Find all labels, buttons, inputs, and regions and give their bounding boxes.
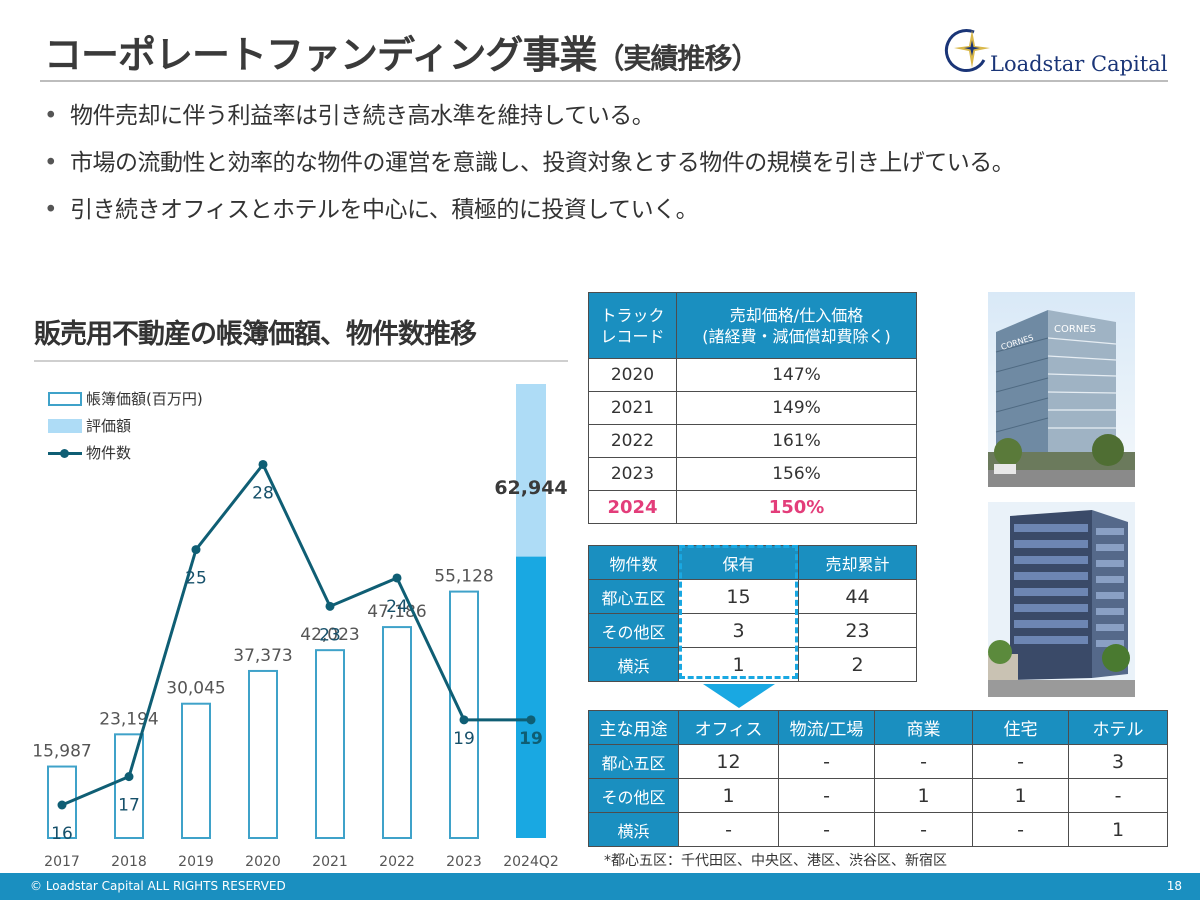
bullet-marker: • bbox=[44, 150, 58, 176]
table-row: 2022 161% bbox=[588, 424, 917, 458]
x-tick-label: 2024Q2 bbox=[503, 854, 559, 870]
track-record-table: トラック レコード 売却価格/仕入価格 (諸経費・減価償却費除く) 2020 147%… bbox=[588, 292, 917, 524]
line-point bbox=[526, 715, 536, 725]
line-value-label: 24 bbox=[386, 597, 408, 617]
uses-header: ホテル bbox=[1068, 710, 1168, 745]
bar-value-label: 37,373 bbox=[233, 646, 292, 666]
held-column-highlight bbox=[679, 545, 798, 679]
uses-header: 物流/工場 bbox=[778, 710, 875, 745]
x-tick-label: 2018 bbox=[111, 854, 147, 870]
uses-header: 主な用途 bbox=[588, 710, 679, 745]
x-tick-label: 2021 bbox=[312, 854, 348, 870]
legend-swatch-line bbox=[48, 449, 82, 458]
line-value-label: 19 bbox=[453, 729, 475, 749]
x-tick-label: 2019 bbox=[178, 854, 214, 870]
footer-bar: © Loadstar Capital ALL RIGHTS RESERVED 1… bbox=[0, 873, 1200, 900]
x-tick-label: 2020 bbox=[245, 854, 281, 870]
property-count-table: 物件数 保有 売却累計 都心五区 15 44 その他区 3 23 横浜 1 2 bbox=[588, 545, 917, 682]
chart-title: 販売用不動産の帳簿価額、物件数推移 bbox=[34, 319, 477, 350]
line-value-label: 19 bbox=[519, 729, 543, 749]
legend-swatch-fill bbox=[48, 419, 82, 433]
bar bbox=[516, 556, 546, 838]
building-sign: CORNES bbox=[1054, 324, 1096, 335]
bar-value-label: 30,045 bbox=[166, 679, 225, 699]
bar-value-label: 42,023 bbox=[300, 625, 359, 645]
uses-header: 商業 bbox=[874, 710, 973, 745]
line-point bbox=[325, 601, 335, 611]
line-point bbox=[57, 800, 67, 810]
book-value-chart: 15,987 2017 23,194 2018 30,045 2019 37,373 2020… bbox=[32, 384, 568, 870]
x-tick-label: 2023 bbox=[446, 854, 482, 870]
line-value-label: 17 bbox=[118, 796, 140, 816]
line-value-label: 28 bbox=[252, 483, 274, 503]
table-row: 横浜 - - - -1 bbox=[588, 812, 1168, 847]
company-logo: Loadstar Capital bbox=[944, 26, 1174, 76]
legend-swatch-outline bbox=[48, 392, 82, 406]
copyright-text: © Loadstar Capital ALL RIGHTS RESERVED bbox=[30, 879, 286, 893]
title-divider bbox=[40, 80, 1168, 82]
uses-header: オフィス bbox=[678, 710, 779, 745]
bar bbox=[181, 702, 211, 839]
bullet-marker: • bbox=[44, 103, 58, 129]
uses-header: 住宅 bbox=[972, 710, 1069, 745]
counts-header: 保有 bbox=[678, 545, 799, 580]
bullet-item: • 引き続きオフィスとホテルを中心に、積極的に投資していく。 bbox=[44, 192, 1014, 239]
track-header-ratio: 売却価格/仕入価格 (諸経費・減価償却費除く) bbox=[676, 292, 917, 359]
arrow-down-icon bbox=[703, 684, 775, 708]
table-row: 都心五区 15 44 bbox=[588, 579, 917, 614]
building-photo-hotel bbox=[988, 502, 1135, 697]
counts-header: 物件数 bbox=[588, 545, 679, 580]
table-row-highlight: 2024 150% bbox=[588, 490, 917, 524]
bar bbox=[382, 626, 412, 839]
line-point bbox=[392, 573, 402, 583]
line-value-label: 25 bbox=[185, 569, 207, 589]
bar-value-label: 62,944 bbox=[494, 477, 567, 499]
bar bbox=[315, 649, 345, 839]
table-row: その他区 1-1 1- bbox=[588, 778, 1168, 813]
x-tick-label: 2017 bbox=[44, 854, 80, 870]
line-point bbox=[258, 459, 268, 469]
building-photo-office: CORNES CORNES bbox=[988, 292, 1135, 487]
table-row: 2021 149% bbox=[588, 391, 917, 425]
line-value-label: 23 bbox=[319, 625, 341, 645]
bullet-item: • 市場の流動性と効率的な物件の運営を意識し、投資対象とする物件の規模を引き上げて… bbox=[44, 145, 1015, 192]
bullet-list: • 物件売却に伴う利益率は引き続き高水準を維持している。 • 市場の流動性と効率的な… bbox=[44, 98, 1015, 239]
page-title: コーポレートファンディング事業（実績推移） bbox=[44, 33, 759, 77]
table-row: 2023 156% bbox=[588, 457, 917, 491]
logo-text: Loadstar Capital bbox=[990, 52, 1168, 76]
page-subtitle: （実績推移） bbox=[596, 42, 759, 75]
x-tick-label: 2022 bbox=[379, 854, 415, 870]
bar-value-label: 23,194 bbox=[99, 709, 158, 729]
track-header-label: トラック レコード bbox=[588, 292, 677, 359]
line-point bbox=[191, 545, 201, 555]
bar-value-label: 55,128 bbox=[434, 567, 493, 587]
chart-title-divider bbox=[34, 360, 568, 362]
property-count-line bbox=[61, 461, 531, 807]
bullet-item: • 物件売却に伴う利益率は引き続き高水準を維持している。 bbox=[44, 98, 1014, 145]
bullet-marker: • bbox=[44, 197, 58, 223]
star-logo-icon bbox=[944, 29, 990, 72]
bar-value-label: 15,987 bbox=[32, 742, 91, 762]
property-use-table: 主な用途 オフィス 物流/工場 商業 住宅 ホテル 都心五区 12- - -3 その他… bbox=[588, 710, 1168, 847]
counts-header: 売却累計 bbox=[798, 545, 917, 580]
table-row: 2020 147% bbox=[588, 358, 917, 392]
footnote: *都心五区：千代田区、中央区、港区、渋谷区、新宿区 bbox=[604, 853, 947, 869]
bar bbox=[449, 590, 479, 839]
line-point bbox=[124, 772, 134, 782]
line-point bbox=[459, 715, 469, 725]
page-number: 18 bbox=[1166, 879, 1182, 893]
line-value-label: 16 bbox=[51, 824, 73, 844]
table-row: 都心五区 12- - -3 bbox=[588, 744, 1168, 779]
bar bbox=[114, 733, 144, 840]
bar bbox=[248, 669, 278, 839]
